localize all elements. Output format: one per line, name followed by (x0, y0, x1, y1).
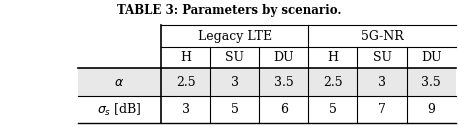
Text: 5G-NR: 5G-NR (360, 29, 403, 42)
Text: 3: 3 (231, 76, 239, 89)
Text: H: H (180, 51, 191, 64)
Text: H: H (327, 51, 338, 64)
Text: SU: SU (225, 51, 244, 64)
Text: 3.5: 3.5 (274, 76, 294, 89)
Text: SU: SU (372, 51, 392, 64)
Text: 2.5: 2.5 (323, 76, 343, 89)
Text: 2.5: 2.5 (176, 76, 196, 89)
Text: DU: DU (273, 51, 294, 64)
Text: DU: DU (421, 51, 442, 64)
Text: $\alpha$: $\alpha$ (114, 76, 125, 89)
Text: $\sigma_s$ [dB]: $\sigma_s$ [dB] (97, 102, 142, 118)
FancyBboxPatch shape (78, 68, 456, 96)
Text: 5: 5 (329, 103, 337, 116)
Text: 3: 3 (181, 103, 190, 116)
Text: 3.5: 3.5 (421, 76, 441, 89)
Text: 3: 3 (378, 76, 386, 89)
FancyBboxPatch shape (78, 96, 456, 123)
Text: 7: 7 (378, 103, 386, 116)
Text: 9: 9 (427, 103, 435, 116)
Text: TABLE 3: Parameters by scenario.: TABLE 3: Parameters by scenario. (117, 4, 341, 17)
Text: 5: 5 (231, 103, 239, 116)
Text: 6: 6 (280, 103, 288, 116)
Text: Legacy LTE: Legacy LTE (197, 29, 272, 42)
